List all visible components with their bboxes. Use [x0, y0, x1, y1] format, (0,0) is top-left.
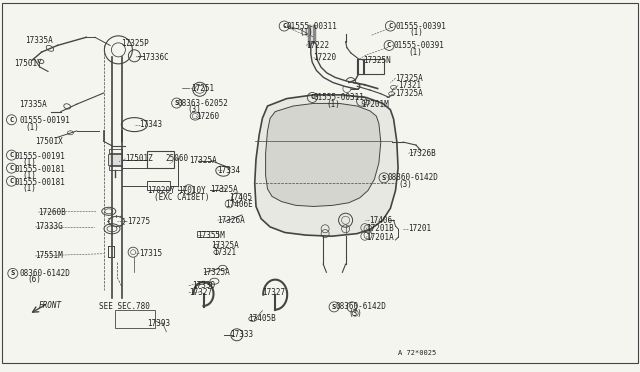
Text: 17325A: 17325A [202, 268, 230, 277]
Bar [108, 154, 122, 165]
Polygon shape [255, 95, 398, 236]
Text: 17406: 17406 [369, 216, 392, 225]
Text: 17325A: 17325A [189, 156, 216, 165]
Text: 17321: 17321 [398, 81, 421, 90]
Text: 17325A: 17325A [396, 74, 423, 83]
Text: 01555-00311: 01555-00311 [314, 93, 364, 102]
Text: C: C [10, 152, 13, 158]
Text: 17251: 17251 [191, 84, 214, 93]
Text: FRONT: FRONT [38, 301, 61, 310]
Text: (1): (1) [22, 158, 36, 167]
Text: 17201B: 17201B [366, 224, 394, 233]
Text: 17325N: 17325N [364, 56, 391, 65]
Text: 01555-00311: 01555-00311 [287, 22, 337, 31]
Text: 17222: 17222 [306, 41, 329, 50]
Text: (1): (1) [410, 28, 424, 37]
Text: 17327: 17327 [189, 288, 212, 297]
Text: 01555-00181: 01555-00181 [14, 178, 65, 187]
Text: 17501X: 17501X [35, 137, 63, 146]
Text: 17330: 17330 [192, 281, 215, 290]
Text: 01555-00191: 01555-00191 [19, 116, 70, 125]
Bar [147, 181, 170, 190]
Text: S: S [11, 270, 15, 276]
Text: 17325A: 17325A [396, 89, 423, 97]
Text: S: S [175, 100, 179, 106]
Bar [357, 59, 384, 74]
Text: (3): (3) [398, 180, 412, 189]
Text: 17315: 17315 [140, 249, 163, 258]
Text: 08360-6142D: 08360-6142D [387, 173, 438, 182]
Bar [109, 149, 122, 153]
Text: 08360-6142D: 08360-6142D [19, 269, 70, 278]
Text: 17201M: 17201M [362, 100, 389, 109]
Text: 17326B: 17326B [408, 149, 436, 158]
Text: 17260: 17260 [196, 112, 219, 121]
Text: 17406E: 17406E [225, 200, 253, 209]
Text: C: C [310, 94, 314, 100]
Text: 17326A: 17326A [218, 216, 245, 225]
Text: (3): (3) [187, 105, 201, 114]
Bar [197, 231, 218, 237]
Text: 17336C: 17336C [141, 53, 168, 62]
Text: 17335A: 17335A [26, 36, 53, 45]
Text: 17201: 17201 [408, 224, 431, 233]
Text: 17355M: 17355M [197, 231, 225, 240]
Text: 17327: 17327 [262, 288, 285, 297]
Text: 17405B: 17405B [248, 314, 276, 323]
Text: 17260B: 17260B [38, 208, 66, 217]
Text: 17325P: 17325P [122, 39, 149, 48]
Text: 01555-00181: 01555-00181 [14, 165, 65, 174]
Text: 17220: 17220 [314, 53, 337, 62]
Text: 01555-00391: 01555-00391 [394, 41, 444, 50]
Text: 17201A: 17201A [366, 233, 394, 242]
Text: SEE SEC.780: SEE SEC.780 [99, 302, 150, 311]
Text: 17551M: 17551M [35, 251, 63, 260]
Text: 01555-00191: 01555-00191 [14, 152, 65, 161]
Text: C: C [10, 178, 13, 184]
Text: (1): (1) [408, 48, 422, 57]
Text: 17020Y: 17020Y [147, 186, 175, 195]
Text: C: C [388, 23, 392, 29]
Text: 08363-62052: 08363-62052 [178, 99, 228, 108]
Text: 17343: 17343 [140, 120, 163, 129]
Text: 17325A: 17325A [211, 241, 239, 250]
Text: 17501Z: 17501Z [125, 154, 153, 163]
Text: 17405: 17405 [229, 193, 252, 202]
Text: (1): (1) [22, 184, 36, 193]
Bar [109, 166, 122, 170]
Text: (6): (6) [27, 275, 41, 284]
Text: C: C [10, 165, 13, 171]
Text: 25060: 25060 [165, 154, 188, 163]
Text: C: C [10, 117, 13, 123]
Text: A 72*0025: A 72*0025 [398, 350, 436, 356]
Text: S: S [332, 304, 336, 310]
Text: 17334: 17334 [218, 166, 241, 174]
Text: (EXC CA18ET): (EXC CA18ET) [154, 193, 209, 202]
Text: 17501Y: 17501Y [14, 59, 42, 68]
Polygon shape [266, 103, 381, 206]
Text: 17393: 17393 [147, 319, 170, 328]
Text: C: C [387, 42, 391, 48]
Text: 17275: 17275 [127, 217, 150, 226]
Text: (1): (1) [300, 28, 314, 37]
Text: C: C [282, 23, 286, 29]
Text: 17321: 17321 [213, 248, 236, 257]
Text: 17335A: 17335A [19, 100, 47, 109]
Text: 17010Y: 17010Y [178, 186, 205, 195]
Text: 17325A: 17325A [210, 185, 237, 194]
Text: (3): (3) [349, 309, 363, 318]
Text: (1): (1) [22, 171, 36, 180]
Text: 17333G: 17333G [35, 222, 63, 231]
Text: (1): (1) [326, 100, 340, 109]
Text: 08360-6142D: 08360-6142D [336, 302, 387, 311]
Text: 01555-00391: 01555-00391 [396, 22, 446, 31]
Text: 17333: 17333 [230, 330, 253, 339]
Bar [147, 151, 174, 168]
Bar [115, 310, 155, 328]
Text: (1): (1) [26, 123, 40, 132]
Text: S: S [382, 175, 386, 181]
